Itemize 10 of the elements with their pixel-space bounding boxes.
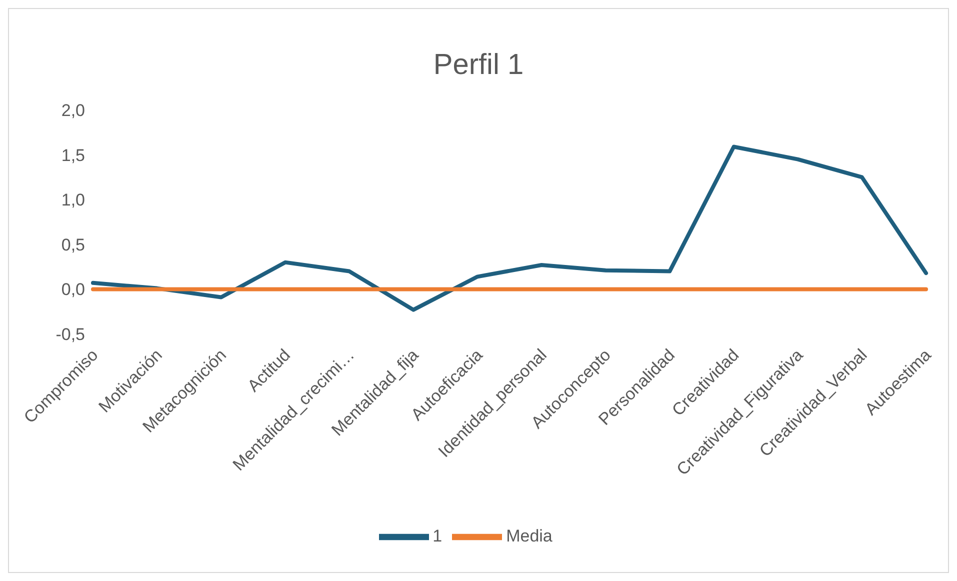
y-tick-label: 1,5 (61, 146, 85, 165)
y-tick-label: 0,5 (61, 235, 85, 254)
legend-label: Media (506, 526, 552, 546)
legend-label: 1 (432, 526, 442, 546)
y-tick-label: 0,0 (61, 280, 85, 300)
y-tick-label: 2,0 (61, 101, 85, 120)
line-series (91, 144, 928, 312)
y-tick-label: -0,5 (56, 325, 85, 344)
chart-title: Perfil 1 (432, 49, 525, 82)
y-tick-label: 1,0 (61, 190, 85, 210)
